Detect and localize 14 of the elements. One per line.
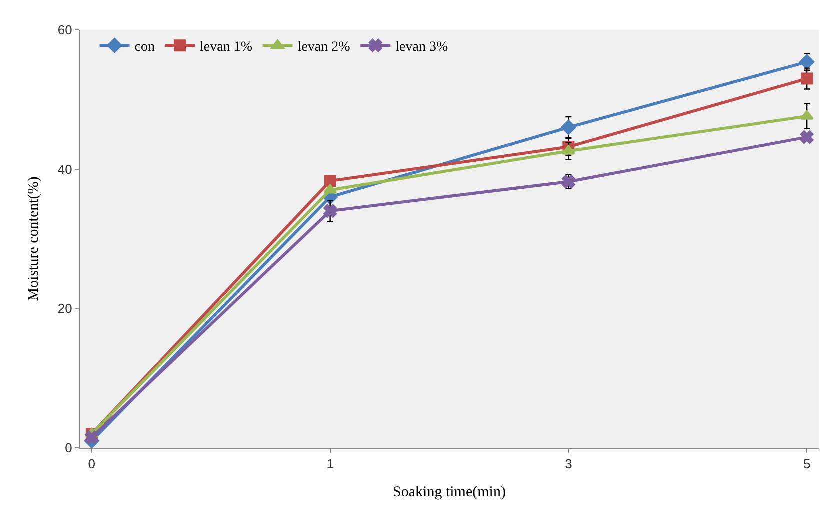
x-tick-label: 0 <box>88 456 96 472</box>
legend-label: levan 3% <box>396 40 448 56</box>
legend-label: con <box>134 40 155 56</box>
y-tick-label: 0 <box>65 440 72 456</box>
x-tick-label: 5 <box>803 456 811 472</box>
x-tick-label: 3 <box>565 456 572 472</box>
x-tick-label: 1 <box>326 456 334 472</box>
legend-label: levan 2% <box>298 40 351 56</box>
y-axis-title: Moisture content(%) <box>26 176 42 302</box>
y-tick-label: 40 <box>58 162 72 177</box>
legend-label: levan 1% <box>200 40 253 56</box>
y-tick-label: 60 <box>58 22 72 38</box>
y-tick-label: 20 <box>58 301 72 316</box>
x-axis-title: Soaking time(min) <box>393 484 506 501</box>
